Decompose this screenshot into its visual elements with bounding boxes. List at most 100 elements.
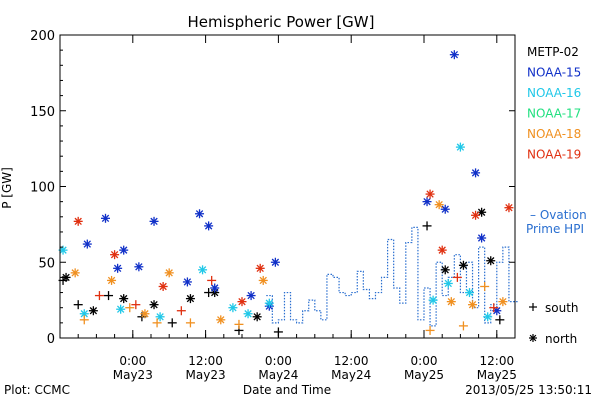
south-point: [458, 321, 468, 331]
north-point: [471, 210, 481, 220]
ovation-layer: [266, 226, 519, 327]
y-tick-label: 200: [30, 29, 55, 44]
north-point: [446, 297, 456, 307]
north-point: [258, 275, 268, 285]
x-tick-label-time: 12:00: [480, 354, 515, 368]
north-point: [246, 291, 256, 301]
north-point: [61, 272, 71, 282]
north-point: [119, 294, 129, 304]
north-point: [73, 216, 83, 226]
north-point: [185, 294, 195, 304]
north-point: [88, 306, 98, 316]
x-tick-label-date: May24: [258, 368, 298, 382]
north-point: [216, 315, 226, 325]
ovation-hpi-line: [266, 226, 519, 327]
south-point: [489, 303, 499, 313]
legend-entry: NOAA-19: [527, 148, 581, 162]
south-point: [176, 306, 186, 316]
north-point: [437, 245, 447, 255]
north-point: [422, 197, 432, 207]
x-tick-label-time: 0:00: [119, 354, 146, 368]
y-tick-label: 50: [38, 256, 55, 271]
north-point: [82, 239, 92, 249]
south-point: [94, 291, 104, 301]
north-point: [79, 309, 89, 319]
x-tick-label-time: 0:00: [411, 354, 438, 368]
south-point: [167, 318, 177, 328]
north-point: [107, 275, 117, 285]
south-point: [422, 221, 432, 231]
north-point: [210, 283, 220, 293]
south-point: [104, 291, 114, 301]
north-point: [113, 263, 123, 273]
y-tick-label: 0: [47, 332, 55, 347]
north-point: [498, 297, 508, 307]
south-point: [125, 303, 135, 313]
south-point: [480, 281, 490, 291]
north-point: [155, 312, 165, 322]
north-point: [158, 281, 168, 291]
north-point: [428, 295, 438, 305]
north-point: [119, 245, 129, 255]
north-point: [458, 260, 468, 270]
south-point: [73, 300, 83, 310]
north-point: [465, 288, 474, 298]
north-point: [440, 204, 450, 214]
north-point: [486, 256, 496, 266]
legend-entry: METP-02: [527, 45, 579, 59]
x-tick-label-date: May25: [477, 368, 517, 382]
north-point: [182, 277, 192, 287]
legend-entry: NOAA-15: [527, 66, 581, 80]
north-point: [237, 297, 247, 307]
x-tick-label-date: May25: [404, 368, 444, 382]
north-point: [204, 221, 214, 231]
north-point: [149, 216, 159, 226]
footer-timestamp: 2013/05/25 13:50:11: [465, 383, 592, 397]
south-point: [234, 319, 244, 329]
north-point: [228, 303, 238, 313]
x-tick-label-time: 0:00: [265, 354, 292, 368]
south-point: [425, 325, 435, 335]
legend-entry: NOAA-16: [527, 86, 581, 100]
north-point: [116, 304, 126, 314]
north-point: [255, 263, 265, 273]
north-point: [443, 278, 453, 288]
north-point: [440, 265, 450, 275]
data-points: [58, 50, 514, 337]
legend-entry: NOAA-17: [527, 107, 581, 121]
north-point: [70, 268, 80, 278]
north-point: [504, 203, 514, 213]
x-tick-label-time: 12:00: [334, 354, 369, 368]
y-axis: 0 50 100 150 200: [30, 29, 515, 347]
south-point: [495, 315, 505, 325]
south-point: [207, 275, 217, 285]
footer-plot-credit: Plot: CCMC: [4, 383, 70, 397]
ovation-label-line1: – Ovation: [530, 208, 587, 222]
north-point: [140, 309, 150, 319]
south-point: [452, 272, 462, 282]
north-point: [149, 300, 159, 310]
north-point: [110, 250, 120, 260]
x-tick-label-date: May23: [113, 368, 153, 382]
north-point: [252, 312, 262, 322]
south-point: [79, 315, 89, 325]
north-point: [468, 300, 478, 310]
y-axis-label: P [GW]: [0, 167, 14, 209]
north-point: [198, 265, 208, 275]
legend-entry: NOAA-18: [527, 127, 581, 141]
x-tick-label-time: 12:00: [188, 354, 223, 368]
x-axis: 0:00May2312:00May230:00May2412:00May240:…: [77, 35, 517, 382]
north-point: [477, 233, 487, 243]
marker-legend-label: south: [545, 301, 579, 315]
x-axis-label: Date and Time: [243, 383, 331, 397]
legend: METP-02 NOAA-15 NOAA-16 NOAA-17 NOAA-18 NOAA-…: [527, 45, 581, 162]
chart-title: Hemispheric Power [GW]: [188, 13, 375, 31]
north-point: [455, 142, 465, 152]
north-point: [101, 213, 110, 223]
marker-legend-label: north: [545, 332, 577, 346]
marker-legend-entry: south: [529, 301, 579, 315]
north-point: [243, 309, 253, 319]
north-point: [134, 262, 144, 272]
marker-legend: south north: [529, 301, 579, 346]
